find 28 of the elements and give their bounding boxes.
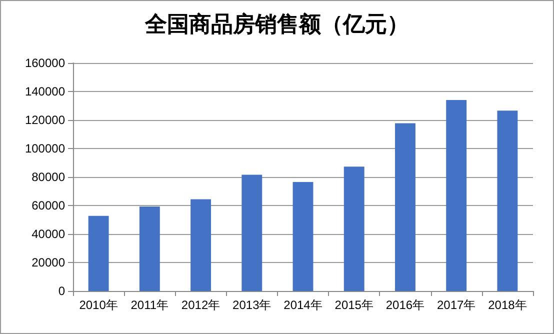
y-tick-label: 0 [58,284,66,298]
bar [344,166,364,291]
x-tick-label: 2014年 [284,298,322,312]
bar [242,174,262,291]
x-tick-label: 2015年 [334,298,374,312]
bar [88,216,109,291]
y-tick-label: 40000 [32,227,66,241]
bar [292,182,314,291]
bar [139,206,160,291]
bar [497,110,518,291]
x-tick-label: 2016年 [386,298,425,312]
x-tick-label: 2017年 [436,298,476,312]
x-tick-label: 2013年 [232,298,272,312]
bar [395,123,416,291]
y-tick-label: 160000 [24,56,66,70]
y-tick-label: 60000 [32,198,66,212]
y-tick-label: 100000 [24,142,66,156]
x-tick-label: 2011年 [130,298,169,312]
bar [190,199,211,291]
x-tick-label: 2010年 [79,298,118,312]
y-tick-label: 140000 [24,84,66,98]
x-tick-label: 2018年 [488,298,527,312]
bar [446,100,467,291]
chart-title: 全国商品房销售额（亿元） [144,12,409,38]
x-tick-label: 2012年 [181,298,220,312]
y-tick-label: 80000 [32,170,66,184]
y-tick-label: 120000 [24,113,66,127]
y-tick-label: 20000 [32,256,66,270]
